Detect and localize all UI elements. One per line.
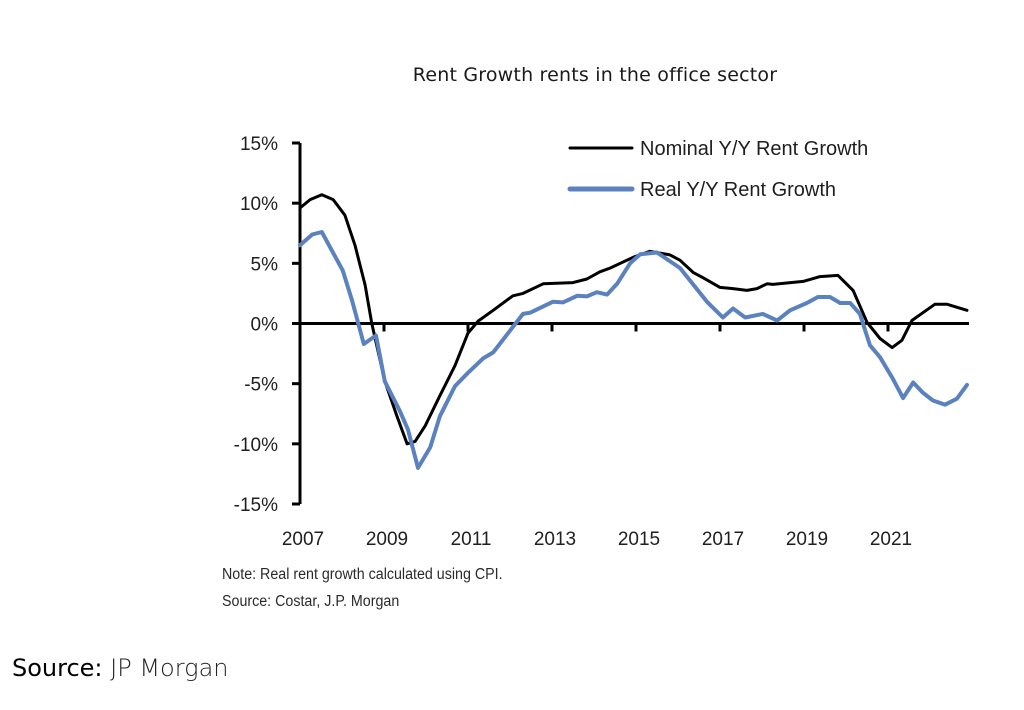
chart-note: Note: Real rent growth calculated using … (222, 566, 503, 583)
x-tick-label: 2015 (618, 529, 660, 550)
series-lines (298, 193, 969, 470)
series-line-nominal (298, 193, 969, 446)
legend-label-real: Real Y/Y Rent Growth (640, 179, 836, 201)
y-tick-label: -10% (234, 435, 278, 456)
chart-title: Rent Growth rents in the office sector (412, 64, 778, 86)
x-tick-label: 2009 (366, 529, 408, 550)
y-tick-label: -5% (244, 375, 278, 396)
source-label: Source: (12, 654, 103, 682)
footer-source: Source: JP Morgan (12, 654, 229, 682)
series-line-real (298, 230, 969, 470)
x-tick-label: 2017 (702, 529, 744, 550)
source-value: JP Morgan (110, 654, 229, 682)
y-tick-label: -15% (234, 495, 278, 516)
y-tick-label: 0% (251, 315, 279, 336)
y-axis: -15% -10% -5% 0% 5% 10% 15% (234, 134, 302, 516)
x-tick-label: 2021 (870, 529, 912, 550)
y-tick-label: 5% (251, 254, 279, 275)
y-tick-label: 10% (240, 194, 278, 215)
legend-label-nominal: Nominal Y/Y Rent Growth (640, 138, 868, 160)
x-tick-label: 2019 (786, 529, 828, 550)
legend: Nominal Y/Y Rent Growth Real Y/Y Rent Gro… (567, 138, 868, 201)
x-tick-label: 2007 (282, 529, 324, 550)
x-axis: 2007 2009 2011 2013 2015 2017 2019 2021 (282, 322, 969, 550)
chart-source-note: Source: Costar, J.P. Morgan (222, 593, 400, 610)
x-tick-label: 2013 (534, 529, 576, 550)
y-tick-label: 15% (240, 134, 278, 155)
x-tick-label: 2011 (451, 529, 492, 550)
